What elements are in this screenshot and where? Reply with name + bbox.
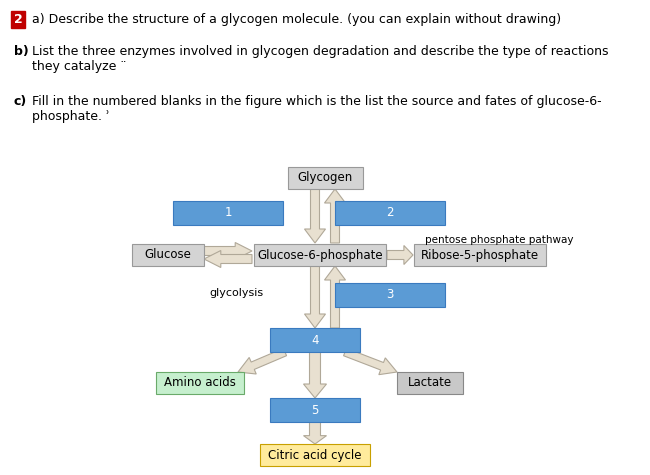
Text: c): c) [14, 95, 27, 108]
Text: Glycogen: Glycogen [298, 171, 352, 184]
Polygon shape [324, 189, 346, 243]
Text: 1: 1 [224, 207, 232, 219]
FancyBboxPatch shape [335, 201, 445, 225]
Text: Citric acid cycle: Citric acid cycle [268, 448, 362, 462]
FancyBboxPatch shape [414, 244, 546, 266]
FancyBboxPatch shape [287, 167, 363, 189]
Text: 2: 2 [386, 207, 394, 219]
Polygon shape [324, 266, 346, 328]
Text: b): b) [14, 45, 29, 58]
Polygon shape [204, 243, 252, 259]
FancyBboxPatch shape [335, 283, 445, 307]
Polygon shape [204, 250, 252, 267]
Text: List the three enzymes involved in glycogen degradation and describe the type of: List the three enzymes involved in glyco… [32, 45, 608, 73]
Polygon shape [238, 348, 287, 374]
Text: Amino acids: Amino acids [164, 377, 236, 389]
Text: 5: 5 [311, 403, 318, 417]
FancyBboxPatch shape [173, 201, 283, 225]
FancyBboxPatch shape [156, 372, 244, 394]
Text: Glucose-6-phosphate: Glucose-6-phosphate [257, 248, 383, 262]
Text: a) Describe the structure of a glycogen molecule. (you can explain without drawi: a) Describe the structure of a glycogen … [32, 13, 561, 26]
Polygon shape [304, 266, 326, 328]
FancyBboxPatch shape [270, 328, 360, 352]
Text: Fill in the numbered blanks in the figure which is the list the source and fates: Fill in the numbered blanks in the figur… [32, 95, 602, 123]
Text: 2: 2 [14, 13, 22, 26]
Text: pentose phosphate pathway: pentose phosphate pathway [425, 235, 573, 245]
Polygon shape [344, 348, 397, 375]
Polygon shape [304, 352, 326, 398]
Text: Lactate: Lactate [408, 377, 452, 389]
Text: Glucose: Glucose [144, 248, 192, 262]
Polygon shape [304, 189, 326, 243]
Polygon shape [387, 246, 413, 265]
Text: 3: 3 [386, 288, 394, 302]
FancyBboxPatch shape [270, 398, 360, 422]
FancyBboxPatch shape [397, 372, 463, 394]
Text: Ribose-5-phosphate: Ribose-5-phosphate [421, 248, 539, 262]
Text: glycolysis: glycolysis [210, 288, 264, 298]
FancyBboxPatch shape [254, 244, 386, 266]
FancyBboxPatch shape [132, 244, 204, 266]
Polygon shape [304, 422, 326, 444]
Text: 4: 4 [311, 333, 318, 346]
FancyBboxPatch shape [260, 444, 370, 466]
